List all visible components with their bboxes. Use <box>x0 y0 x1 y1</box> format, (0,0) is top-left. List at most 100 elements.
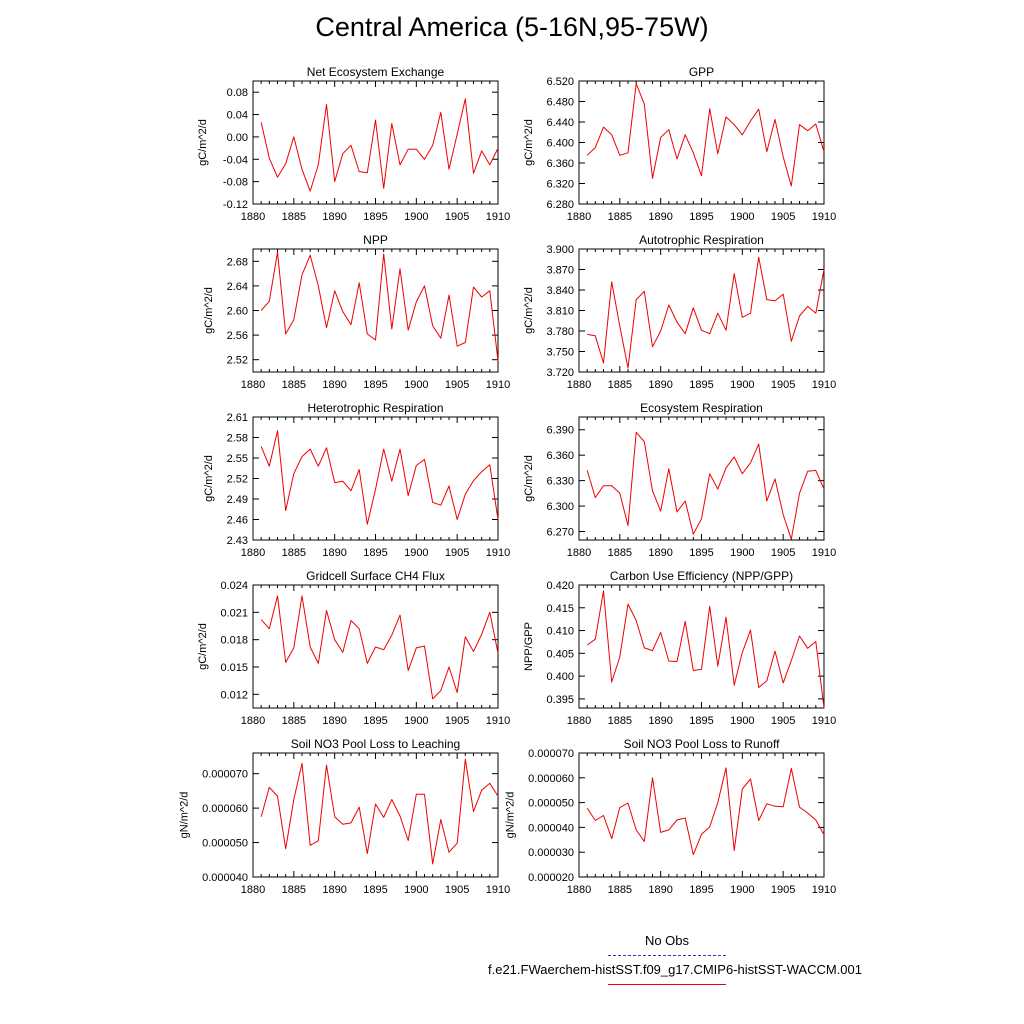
y-tick-label: 0.415 <box>546 603 574 615</box>
series-line <box>586 590 825 709</box>
legend-model-label: f.e21.FWaerchem-histSST.f09_g17.CMIP6-hi… <box>488 962 862 977</box>
y-tick-label: 6.360 <box>546 158 574 170</box>
y-axis-label: gN/m^2/d <box>178 792 190 839</box>
x-tick-label: 1910 <box>486 547 510 559</box>
chart-title: NPP <box>363 233 388 247</box>
x-tick-label: 1910 <box>486 211 510 223</box>
y-tick-label: 3.870 <box>546 265 574 277</box>
y-tick-label: 0.000050 <box>202 838 248 850</box>
series-line <box>587 256 825 369</box>
chart-title: Heterotrophic Respiration <box>307 401 443 415</box>
y-tick-label: 0.400 <box>546 671 574 683</box>
x-tick-label: 1885 <box>608 884 632 896</box>
x-tick-label: 1910 <box>812 211 836 223</box>
y-tick-label: 6.390 <box>546 425 574 437</box>
y-tick-label: 0.000030 <box>528 847 574 859</box>
chart-panel: NPP 1880 1885 1890 1895 1900 1905 1910 2.52 2.56 2… <box>203 233 510 391</box>
y-tick-label: 2.43 <box>227 535 248 547</box>
y-tick-label: 6.280 <box>546 199 574 211</box>
legend-model-line <box>608 984 726 985</box>
x-tick-label: 1880 <box>567 211 591 223</box>
y-axis-label: gC/m^2/d <box>197 623 209 670</box>
y-tick-label: 0.000070 <box>202 769 248 781</box>
y-tick-label: 2.46 <box>227 515 248 527</box>
chart-title: Ecosystem Respiration <box>640 401 763 415</box>
x-tick-label: 1880 <box>241 211 265 223</box>
plot-frame <box>578 416 825 541</box>
x-tick-label: 1890 <box>322 715 346 727</box>
x-tick-label: 1895 <box>689 379 713 391</box>
x-tick-label: 1895 <box>689 884 713 896</box>
y-tick-label: 6.330 <box>546 476 574 488</box>
y-tick-label: 6.480 <box>546 97 574 109</box>
x-tick-label: 1885 <box>282 884 306 896</box>
plot-frame <box>578 584 825 709</box>
y-tick-label: 2.60 <box>227 306 248 318</box>
x-tick-label: 1900 <box>730 379 754 391</box>
y-tick-label: 0.410 <box>546 626 574 638</box>
x-tick-label: 1880 <box>567 547 591 559</box>
y-tick-label: 2.64 <box>227 281 248 293</box>
y-tick-label: 0.021 <box>220 607 248 619</box>
x-tick-label: 1900 <box>404 211 428 223</box>
y-tick-label: 2.55 <box>227 453 248 465</box>
x-tick-label: 1905 <box>771 715 795 727</box>
y-tick-label: 2.52 <box>227 474 248 486</box>
x-tick-label: 1900 <box>730 715 754 727</box>
y-tick-label: 2.61 <box>227 412 248 424</box>
x-tick-label: 1890 <box>322 379 346 391</box>
x-tick-label: 1885 <box>608 547 632 559</box>
x-tick-label: 1895 <box>363 211 387 223</box>
y-tick-label: 2.49 <box>227 494 248 506</box>
y-axis-label: gC/m^2/d <box>203 287 215 334</box>
y-tick-label: 0.000040 <box>202 872 248 884</box>
series-line <box>260 758 499 865</box>
y-axis-label: gC/m^2/d <box>523 119 535 166</box>
x-tick-label: 1905 <box>771 379 795 391</box>
chart-panel: Soil NO3 Pool Loss to Leaching 1880 1885 18… <box>178 737 510 896</box>
chart-title: GPP <box>689 65 714 79</box>
x-tick-label: 1900 <box>730 211 754 223</box>
x-tick-label: 1895 <box>689 211 713 223</box>
y-tick-label: 0.000060 <box>202 803 248 815</box>
x-tick-label: 1895 <box>363 379 387 391</box>
x-tick-label: 1905 <box>445 547 469 559</box>
x-tick-label: 1905 <box>445 715 469 727</box>
x-tick-label: 1890 <box>648 547 672 559</box>
x-tick-label: 1905 <box>771 884 795 896</box>
y-axis-label: NPP/GPP <box>523 622 535 671</box>
x-tick-label: 1890 <box>648 211 672 223</box>
y-tick-label: 0.04 <box>227 110 248 122</box>
y-axis-label: gC/m^2/d <box>203 455 215 502</box>
x-tick-label: 1900 <box>404 547 428 559</box>
x-tick-label: 1895 <box>689 547 713 559</box>
y-tick-label: 3.900 <box>546 244 574 256</box>
y-tick-label: 0.405 <box>546 648 574 660</box>
y-tick-label: 3.840 <box>546 285 574 297</box>
y-tick-label: 3.720 <box>546 367 574 379</box>
y-tick-label: 0.000050 <box>528 798 574 810</box>
x-tick-label: 1880 <box>241 379 265 391</box>
x-tick-label: 1905 <box>445 211 469 223</box>
x-tick-label: 1890 <box>648 884 672 896</box>
x-tick-label: 1880 <box>567 884 591 896</box>
chart-panel: Net Ecosystem Exchange 1880 1885 1890 1895 19… <box>197 65 510 223</box>
y-tick-label: 2.68 <box>227 256 248 268</box>
y-tick-label: 0.000040 <box>528 822 574 834</box>
plot-frame <box>252 416 499 541</box>
plot-frame <box>252 584 499 709</box>
plot-frame <box>252 80 499 205</box>
chart-title: Autotrophic Respiration <box>639 233 764 247</box>
x-tick-label: 1890 <box>322 884 346 896</box>
x-tick-label: 1910 <box>486 715 510 727</box>
chart-title: Gridcell Surface CH4 Flux <box>306 569 445 583</box>
series-line <box>260 251 499 361</box>
y-tick-label: -0.08 <box>223 177 248 189</box>
chart-panel: Ecosystem Respiration 1880 1885 1890 1895 190… <box>523 401 836 559</box>
x-tick-label: 1895 <box>363 547 387 559</box>
series-line <box>260 98 499 192</box>
plot-frame <box>252 248 499 373</box>
y-tick-label: 3.780 <box>546 326 574 338</box>
y-tick-label: 2.56 <box>227 330 248 342</box>
x-tick-label: 1900 <box>404 379 428 391</box>
